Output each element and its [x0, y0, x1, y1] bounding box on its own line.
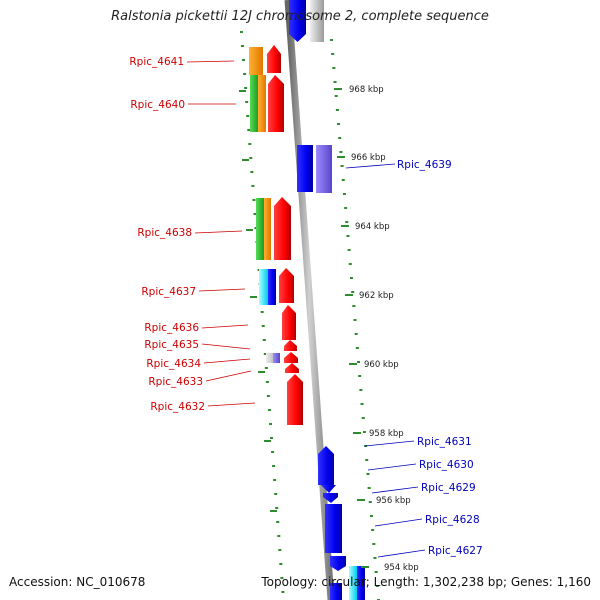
- kbp-label: 954 kbp: [384, 563, 419, 573]
- right-gene-labels: Rpic_4639 Rpic_4631 Rpic_4630 Rpic_4629 …: [345, 159, 483, 558]
- leader-line: [345, 163, 396, 169]
- gene-label-rpic-4640[interactable]: Rpic_4640: [130, 99, 185, 111]
- gene-top-blue: [289, 0, 306, 34]
- gene-rpic-4638-green: [256, 198, 264, 260]
- gene-rpic-4637-arrow: [279, 268, 294, 303]
- leader-line: [371, 486, 419, 494]
- leader-line: [186, 60, 235, 63]
- kbp-label: 956 kbp: [376, 496, 411, 506]
- gene-label-rpic-4630[interactable]: Rpic_4630: [419, 459, 474, 471]
- gene-rpic-4639-slate: [316, 145, 332, 193]
- gene-label-rpic-4634[interactable]: Rpic_4634: [146, 358, 201, 370]
- kbp-label: 968 kbp: [349, 85, 384, 95]
- left-gene-labels: Rpic_4641 Rpic_4640 Rpic_4638 Rpic_4637 …: [129, 56, 256, 413]
- gene-rpic-4634-slate: [273, 353, 280, 363]
- gene-bottom-blue-2: [357, 566, 365, 600]
- gene-rpic-4628-blue: [325, 504, 342, 553]
- gene-label-rpic-4641[interactable]: Rpic_4641: [129, 56, 184, 68]
- gene-rpic-4640-arrow: [268, 75, 284, 132]
- leader-line: [198, 288, 246, 292]
- leader-line: [207, 402, 256, 407]
- leader-line: [205, 370, 252, 382]
- leader-line: [203, 358, 251, 364]
- gene-label-rpic-4628[interactable]: Rpic_4628: [425, 514, 480, 526]
- kbp-scale: 968 kbp 966 kbp 964 kbp 962 kbp 960 kbp …: [334, 85, 419, 573]
- gene-rpic-4633-arrow: [285, 363, 299, 373]
- map-title: Ralstonia pickettii 12J chromosome 2, co…: [111, 9, 489, 24]
- gene-bottom-blue: [330, 583, 342, 600]
- leader-line: [194, 230, 243, 234]
- gene-top-blue-arrow: [289, 34, 306, 42]
- gene-rpic-4638-orange: [264, 198, 271, 260]
- gene-label-rpic-4639[interactable]: Rpic_4639: [397, 159, 452, 171]
- gene-rpic-4640-green: [250, 75, 258, 132]
- gene-rpic-4634-arrow: [284, 352, 298, 363]
- gene-label-rpic-4631[interactable]: Rpic_4631: [417, 436, 472, 448]
- gene-rpic-4637-cyan: [259, 269, 268, 305]
- gene-rpic-4638-arrow: [274, 197, 291, 260]
- gene-bottom-cyan: [349, 566, 357, 600]
- accession-text: Accession: NC_010678: [9, 575, 146, 589]
- gene-rpic-4631-blue: [318, 454, 334, 485]
- kbp-label: 958 kbp: [369, 429, 404, 439]
- kbp-label: 960 kbp: [364, 360, 399, 370]
- leader-line: [367, 463, 417, 471]
- gene-label-rpic-4627[interactable]: Rpic_4627: [428, 545, 483, 557]
- gene-label-rpic-4635[interactable]: Rpic_4635: [144, 339, 199, 351]
- gene-rpic-4637-blue: [268, 269, 276, 305]
- gene-label-rpic-4632[interactable]: Rpic_4632: [150, 401, 205, 413]
- kbp-label: 964 kbp: [355, 222, 390, 232]
- gene-rpic-4627-arrow: [330, 556, 346, 571]
- gene-label-rpic-4637[interactable]: Rpic_4637: [141, 286, 196, 298]
- gene-features: [249, 0, 365, 600]
- gene-label-rpic-4638[interactable]: Rpic_4638: [137, 227, 192, 239]
- gene-rpic-4639-blue: [297, 145, 313, 192]
- gene-rpic-4632-arrow: [287, 374, 303, 425]
- tick-track-inner: [240, 31, 285, 593]
- chromosome-backbone: [284, 0, 335, 600]
- gene-label-rpic-4633[interactable]: Rpic_4633: [148, 376, 203, 388]
- gene-rpic-4641-orange: [249, 47, 263, 75]
- tick-track-right: [330, 39, 380, 600]
- topology-text: Topology: circular; Length: 1,302,238 bp…: [261, 575, 591, 589]
- gene-rpic-4634-gray: [266, 353, 279, 363]
- gene-rpic-4635-arrow: [284, 340, 297, 351]
- kbp-label: 966 kbp: [351, 153, 386, 163]
- leader-line: [201, 343, 251, 350]
- leader-line: [201, 324, 249, 329]
- tick-track-outer: [239, 90, 277, 512]
- gene-top-gray: [310, 0, 324, 42]
- gene-rpic-4640-orange: [258, 75, 266, 132]
- leader-line: [374, 518, 423, 527]
- gene-label-rpic-4629[interactable]: Rpic_4629: [421, 482, 476, 494]
- gene-rpic-4630-arrow: [323, 493, 338, 503]
- gene-rpic-4636-arrow: [282, 305, 296, 340]
- gene-rpic-4631-arrowhead: [318, 446, 334, 454]
- kbp-label: 962 kbp: [359, 291, 394, 301]
- gene-rpic-4631-tail: [321, 485, 336, 493]
- gene-rpic-4641-arrow: [267, 45, 281, 73]
- leader-line: [364, 440, 415, 447]
- leader-line: [377, 549, 426, 558]
- gene-label-rpic-4636[interactable]: Rpic_4636: [144, 322, 199, 334]
